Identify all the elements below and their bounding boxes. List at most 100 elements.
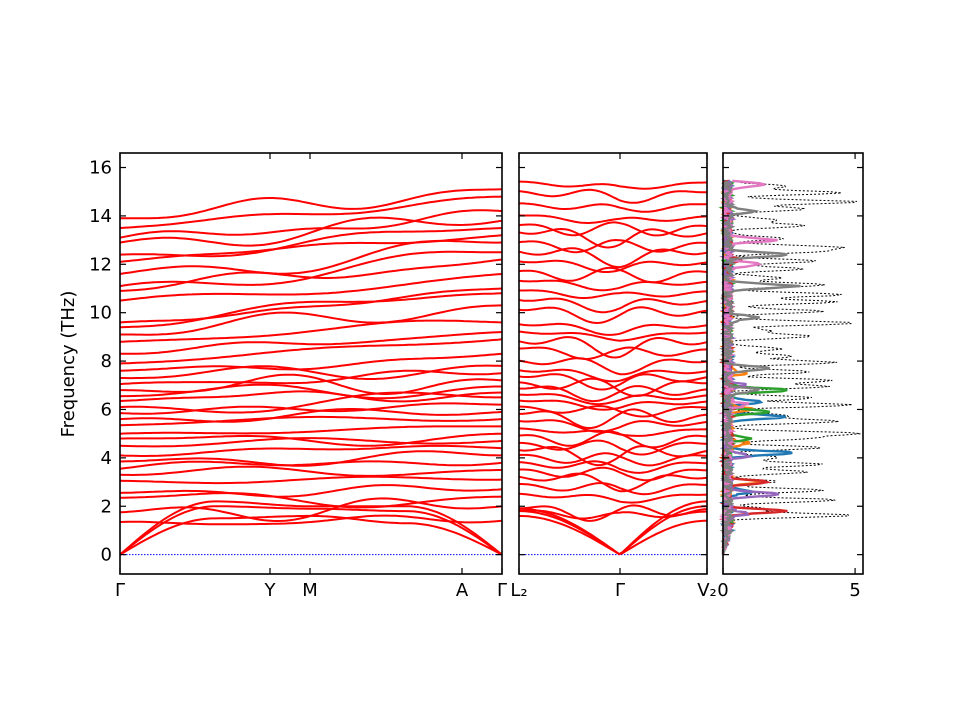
- band-line: [120, 188, 503, 220]
- band-line: [519, 482, 707, 496]
- band-line: [518, 368, 708, 383]
- band-line: [518, 399, 708, 411]
- band-line: [119, 369, 503, 386]
- band-line: [518, 504, 708, 522]
- band-line: [120, 364, 503, 380]
- x-tick-label: L₂: [510, 580, 527, 601]
- acoustic-band-line: [119, 500, 503, 556]
- band-line: [119, 391, 502, 414]
- band-line: [119, 319, 503, 343]
- band-line: [518, 357, 708, 376]
- band-line: [518, 373, 708, 391]
- x-tick-label: 5: [849, 580, 860, 601]
- band-line: [518, 452, 708, 467]
- y-tick-label: 16: [89, 158, 112, 179]
- band-line: [518, 336, 708, 359]
- band-line: [119, 292, 503, 329]
- band-line: [519, 180, 707, 190]
- band-line: [518, 419, 708, 433]
- band-line: [518, 266, 708, 284]
- y-tick-label: 4: [101, 448, 112, 469]
- band-line: [119, 465, 502, 477]
- band-line: [518, 322, 708, 336]
- dos-projected-line: [718, 180, 801, 555]
- band-line: [119, 258, 503, 292]
- y-tick-label: 2: [101, 496, 112, 517]
- band-line: [518, 227, 708, 249]
- x-tick-label: Γ: [497, 580, 507, 601]
- band-line: [119, 250, 503, 288]
- band-line: [519, 346, 708, 360]
- x-tick-label: Γ: [615, 580, 625, 601]
- band-line: [518, 492, 708, 504]
- band-line: [119, 287, 503, 324]
- band-line: [119, 352, 503, 372]
- band-line: [119, 408, 503, 423]
- dos-total-line: [722, 180, 861, 555]
- y-tick-label: 6: [101, 399, 112, 420]
- band-line: [518, 306, 708, 325]
- band-line: [119, 390, 503, 403]
- band-line: [120, 304, 503, 336]
- band-line: [519, 466, 708, 482]
- band-line: [119, 450, 502, 467]
- band-line: [119, 460, 503, 470]
- band-line: [518, 330, 708, 342]
- x-tick-label: V₂: [697, 580, 717, 601]
- band-line: [120, 331, 503, 355]
- y-axis-label: Frequency (THz): [58, 291, 79, 438]
- plot-frame: [518, 152, 708, 575]
- band-line: [518, 385, 708, 403]
- band-line: [518, 221, 708, 237]
- band-line: [120, 432, 502, 447]
- band-panel-left: 0 2 4 6 8 10 12 14 16 Γ Y M A Γ: [89, 152, 507, 601]
- band-line: [119, 195, 503, 229]
- x-tick-label: 0: [717, 580, 728, 601]
- y-tick-label: 10: [89, 303, 112, 324]
- band-line: [518, 427, 708, 437]
- band-line: [519, 214, 708, 224]
- band-line: [119, 209, 503, 239]
- y-tick-label: 14: [89, 206, 112, 227]
- band-line: [119, 273, 503, 302]
- band-line: [518, 259, 708, 273]
- y-tick-label: 8: [101, 351, 112, 372]
- band-line: [518, 445, 708, 467]
- band-line: [119, 437, 503, 448]
- band-line: [519, 460, 707, 474]
- band-line: [519, 202, 707, 213]
- band-line: [119, 484, 503, 498]
- band-line: [119, 425, 502, 435]
- band-line: [119, 475, 503, 485]
- band-line: [518, 279, 708, 292]
- band-line: [518, 188, 708, 204]
- acoustic-band-line: [119, 505, 503, 556]
- x-tick-label: Γ: [115, 580, 125, 601]
- band-line: [518, 247, 708, 269]
- band-line: [120, 373, 503, 395]
- band-panel-right: L₂ Γ V₂: [510, 152, 717, 601]
- band-line: [119, 444, 503, 457]
- x-tick-label: M: [302, 580, 318, 601]
- band-line: [518, 297, 708, 314]
- x-tick-label: A: [456, 580, 469, 601]
- band-line: [119, 492, 503, 509]
- plot-frame: [722, 152, 864, 575]
- band-line: [119, 216, 503, 247]
- dos-projected-line: [718, 179, 778, 555]
- band-line: [119, 234, 503, 263]
- band-line: [518, 472, 708, 493]
- band-line: [518, 393, 708, 406]
- acoustic-band-line: [119, 514, 503, 556]
- band-line: [119, 402, 502, 415]
- plot-frame: [119, 152, 503, 575]
- band-line: [519, 439, 708, 456]
- x-tick-label: Y: [264, 580, 277, 601]
- y-tick-label: 0: [101, 545, 112, 566]
- acoustic-band-line: [519, 500, 708, 556]
- band-line: [119, 338, 503, 365]
- acoustic-band-line: [518, 514, 707, 556]
- band-line: [519, 404, 707, 418]
